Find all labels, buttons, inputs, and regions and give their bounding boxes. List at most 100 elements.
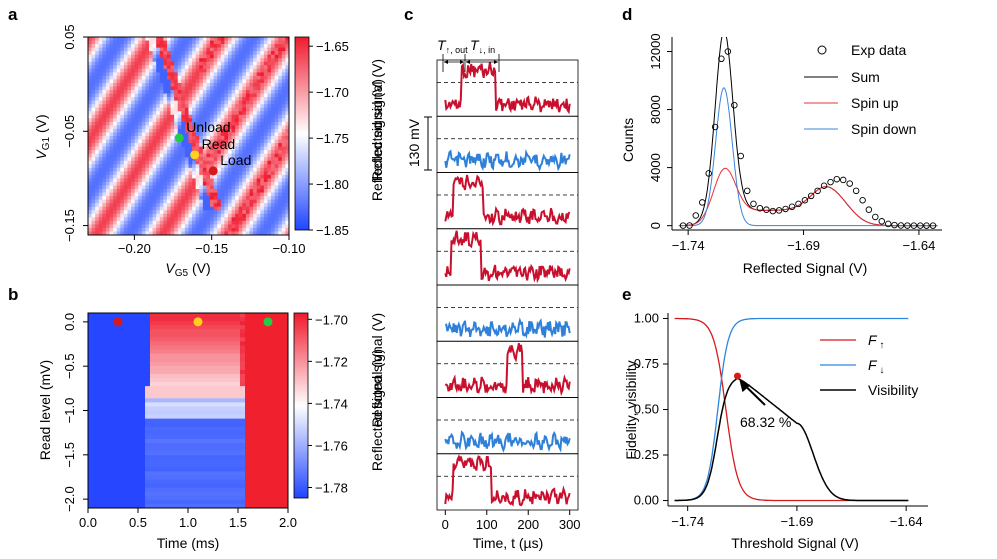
heatmap-cell [202,174,207,179]
heatmap-cell [256,220,261,225]
heatmap-cell [253,181,258,186]
heatmap-cell [152,199,157,204]
heatmap-cell [105,181,110,186]
heatmap-cell [91,61,96,66]
heatmap-cell [213,153,218,158]
heatmap-cell [113,164,118,169]
heatmap-cell [95,157,100,162]
heatmap-cell [188,136,193,140]
panel-c-ylabel-top: Reflected signal (V) [369,79,385,201]
heatmap-cell [120,143,125,148]
heatmap-cell [184,58,189,63]
heatmap-cell [123,100,128,105]
heatmap-cell [202,61,207,66]
heatmap-cell [242,178,247,183]
heatmap-cell [238,75,243,80]
y-tick-label: −1.5 [62,442,77,468]
heatmap-cell [95,58,100,63]
heatmap-cell [256,132,261,137]
heatmap-cell [267,174,272,179]
heatmap-cell [123,231,128,235]
panel-e-axes: −1.74 −1.69 −1.640.000.250.500.751.00 [634,310,928,529]
heatmap-cell [170,213,175,218]
heatmap-cell [134,196,139,201]
heatmap-cell [249,174,254,179]
heatmap-cell [134,97,139,102]
heatmap-cell [166,58,171,63]
heatmap-cell [224,72,229,77]
heatmap-cell [260,146,265,151]
heatmap-cell [278,111,283,116]
heatmap-cell [102,192,107,197]
x-tick-label: −1.69 [787,238,820,253]
heatmap-cell [263,139,268,144]
heatmap-cell [120,213,125,218]
heatmap-cell [195,185,200,190]
heatmap-cell [105,146,110,151]
heatmap-cell [145,37,150,41]
heatmap-cell [260,203,265,208]
heatmap-cell [170,203,175,208]
heatmap-cell [163,68,168,73]
heatmap-cell [131,167,136,172]
heatmap-cell [105,61,110,66]
heatmap-cell [131,178,136,183]
heatmap-cell [181,40,186,45]
heatmap-cell [163,111,168,116]
heatmap-cell [202,136,207,140]
heatmap-cell [156,79,161,84]
heatmap-cell [181,72,186,77]
heatmap-cell [174,97,179,102]
heatmap-cell [177,217,182,222]
heatmap-cell [163,104,168,109]
heatmap-cell [88,104,92,109]
heatmap-cell [145,90,150,94]
heatmap-cell [174,68,179,73]
heatmap-cell [245,196,250,201]
heatmap-cell [159,150,164,155]
heatmap-cell [134,199,139,204]
heatmap-cell [105,164,110,169]
heatmap-cell [281,68,286,73]
heatmap-cell [253,227,258,232]
heatmap-cell [134,227,139,232]
heatmap-cell [245,37,250,41]
heatmap-cell [109,178,114,183]
heatmap-cell [210,125,215,130]
heatmap-cell [170,40,175,45]
heatmap-cell [195,174,200,179]
heatmap-cell [249,40,254,45]
heatmap-cell [113,51,118,56]
trace-blue [444,148,571,172]
heatmap-cell [91,231,96,235]
heatmap-cell [263,136,268,140]
heatmap-cell [120,231,125,235]
heatmap-cell [188,174,193,179]
heatmap-cell [227,231,232,235]
heatmap-cell [224,118,229,123]
heatmap-cell [274,86,279,91]
heatmap-cell [224,203,229,208]
read-row [145,402,245,407]
heatmap-cell [123,97,128,102]
stage-marker [263,317,273,327]
heatmap-cell [123,37,128,41]
heatmap-cell [213,231,218,235]
heatmap-cell [206,157,211,162]
heatmap-cell [149,150,154,155]
x-tick-label: −1.64 [902,238,935,253]
heatmap-cell [116,79,121,84]
heatmap-cell [278,164,283,169]
heatmap-cell [256,54,261,59]
heatmap-cell [235,203,240,208]
heatmap-cell [202,160,207,165]
heatmap-cell [213,146,218,151]
heatmap-cell [206,231,211,235]
heatmap-cell [159,72,164,77]
heatmap-cell [149,90,154,94]
heatmap-cell [166,54,171,59]
exp-data-point [884,220,892,228]
exp-data-point [872,213,879,221]
heatmap-cell [152,157,157,162]
heatmap-cell [220,181,225,186]
